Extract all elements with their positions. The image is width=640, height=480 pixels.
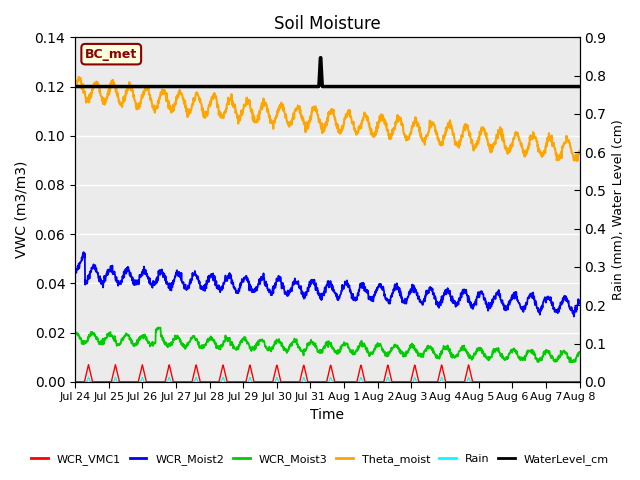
WCR_Moist3 xyxy=(566,359,573,365)
Line: WaterLevel_cm: WaterLevel_cm xyxy=(75,58,580,86)
WaterLevel_cm xyxy=(71,84,79,89)
WCR_VMC1 xyxy=(576,379,584,384)
WCR_Moist3 xyxy=(154,325,161,331)
WCR_Moist2 xyxy=(111,269,118,275)
WCR_VMC1 xyxy=(296,378,304,384)
Theta_moist xyxy=(305,118,313,123)
WCR_Moist3 xyxy=(576,350,584,356)
Line: WCR_Moist3: WCR_Moist3 xyxy=(75,328,580,362)
WaterLevel_cm xyxy=(110,84,118,89)
WCR_Moist2 xyxy=(131,277,139,283)
Rain xyxy=(71,379,79,384)
WCR_Moist3 xyxy=(285,343,293,349)
Line: Theta_moist: Theta_moist xyxy=(75,77,580,161)
WCR_Moist2 xyxy=(285,288,293,293)
WCR_VMC1 xyxy=(131,379,139,384)
Legend: WCR_VMC1, WCR_Moist2, WCR_Moist3, Theta_moist, Rain, WaterLevel_cm: WCR_VMC1, WCR_Moist2, WCR_Moist3, Theta_… xyxy=(27,450,613,469)
WCR_VMC1 xyxy=(71,379,79,384)
Theta_moist xyxy=(573,158,580,164)
WaterLevel_cm xyxy=(305,84,312,89)
Line: WCR_VMC1: WCR_VMC1 xyxy=(75,365,580,382)
Rain xyxy=(131,379,139,384)
WaterLevel_cm xyxy=(296,84,303,89)
WaterLevel_cm xyxy=(576,84,584,89)
Rain xyxy=(296,379,304,384)
WCR_Moist2 xyxy=(305,282,313,288)
Rain xyxy=(84,374,92,380)
WaterLevel_cm xyxy=(285,84,293,89)
WCR_VMC1 xyxy=(305,379,313,384)
WCR_VMC1 xyxy=(285,379,293,384)
WaterLevel_cm xyxy=(131,84,138,89)
WCR_Moist2 xyxy=(296,285,304,291)
WCR_Moist3 xyxy=(71,328,79,334)
Rain xyxy=(305,379,313,384)
Theta_moist xyxy=(576,148,584,154)
WCR_Moist3 xyxy=(296,347,304,353)
WCR_Moist2 xyxy=(576,298,584,303)
WCR_VMC1 xyxy=(84,362,92,368)
Line: WCR_Moist2: WCR_Moist2 xyxy=(75,252,580,317)
WCR_Moist3 xyxy=(358,340,366,346)
Title: Soil Moisture: Soil Moisture xyxy=(274,15,381,33)
Rain xyxy=(576,379,584,384)
Rain xyxy=(285,379,293,384)
WCR_VMC1 xyxy=(111,366,118,372)
WCR_VMC1 xyxy=(358,368,366,374)
Y-axis label: Rain (mm), Water Level (cm): Rain (mm), Water Level (cm) xyxy=(612,119,625,300)
WCR_Moist2 xyxy=(79,249,87,255)
X-axis label: Time: Time xyxy=(310,408,344,422)
Y-axis label: VWC (m3/m3): VWC (m3/m3) xyxy=(15,161,29,258)
Theta_moist xyxy=(358,118,366,124)
Theta_moist xyxy=(111,83,118,89)
WCR_Moist2 xyxy=(570,314,578,320)
WCR_Moist3 xyxy=(131,341,138,347)
Rain xyxy=(111,377,118,383)
Rain xyxy=(358,379,366,384)
WCR_Moist2 xyxy=(358,285,366,291)
Theta_moist xyxy=(296,110,304,116)
WCR_Moist3 xyxy=(110,338,118,344)
Text: BC_met: BC_met xyxy=(85,48,138,60)
Theta_moist xyxy=(131,98,139,104)
Theta_moist xyxy=(71,83,79,88)
Theta_moist xyxy=(285,121,293,127)
WCR_Moist3 xyxy=(305,342,313,348)
WaterLevel_cm xyxy=(317,55,324,60)
WCR_Moist2 xyxy=(71,271,79,276)
WaterLevel_cm xyxy=(358,84,366,89)
Line: Rain: Rain xyxy=(75,377,580,382)
Theta_moist xyxy=(75,74,83,80)
